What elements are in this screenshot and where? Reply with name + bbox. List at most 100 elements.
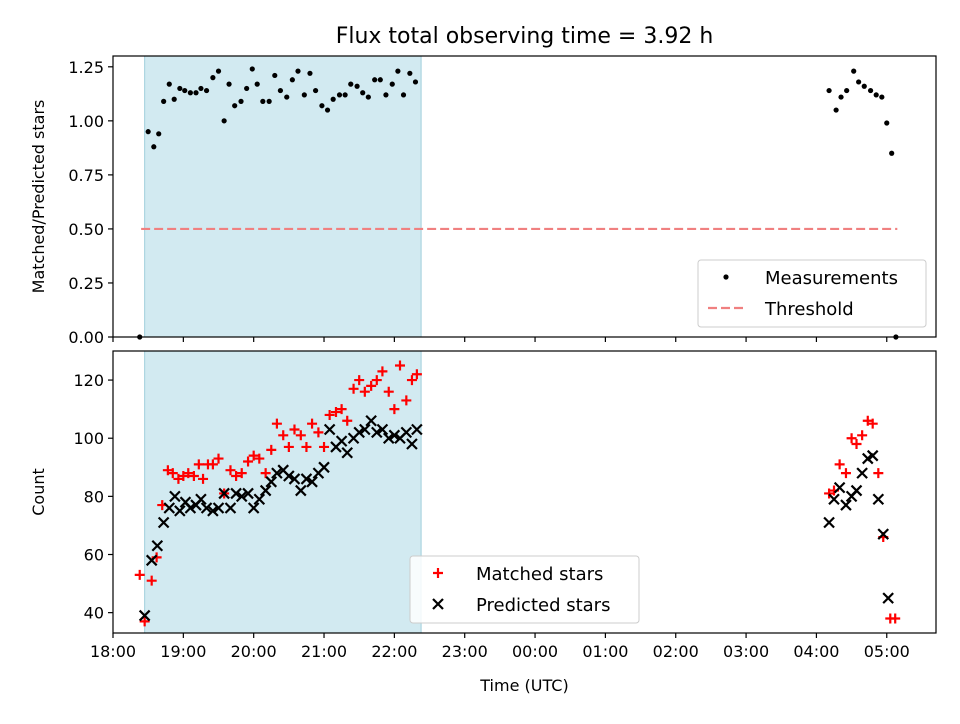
- panel-2-predicted-point-54: [856, 467, 868, 479]
- panel-2-matched-point-62: [890, 613, 901, 624]
- panel-1-measurement-point-52: [844, 87, 850, 94]
- panel-1-measurement-point-39: [360, 90, 366, 96]
- panel-1-measurement-point-40: [365, 94, 371, 100]
- panel-1-measurement-point-57: [873, 92, 879, 98]
- panel-2-xtick-label-0: 18:00: [90, 642, 136, 661]
- panel-1-measurement-point-10: [193, 90, 199, 96]
- panel-2-predicted-point-23: [271, 467, 283, 479]
- panel-2-matched-point-59: [873, 468, 884, 479]
- panel-2-ytick-label-4: 120: [73, 371, 104, 390]
- panel-1-measurement-point-14: [215, 68, 222, 74]
- panel-2-matched-point-6: [167, 468, 178, 479]
- panel-2-predicted-point-58: [877, 528, 890, 540]
- panel-1-measurement-point-43: [383, 92, 389, 98]
- panel-1-measurement-point-48: [412, 79, 419, 85]
- panel-2-matched-point-30: [301, 441, 312, 452]
- panel-2-matched-point-42: [371, 375, 382, 386]
- panel-2-matched-point-48: [406, 375, 417, 386]
- panel-2-predicted-point-46: [406, 438, 418, 450]
- panel-1-measurement-point-60: [889, 150, 895, 156]
- panel-2-xtick-label-6: 00:00: [512, 642, 558, 661]
- panel-1-measurement-point-47: [407, 70, 413, 76]
- panel-2-legend-label-matched: Matched stars: [476, 564, 603, 585]
- panel-2-predicted-point-37: [353, 426, 365, 439]
- panel-2-matched-point-12: [198, 473, 209, 484]
- panel-1-measurement-point-23: [266, 98, 272, 104]
- panel-1-measurement-point-1: [145, 129, 151, 135]
- panel-2-matched-point-17: [225, 465, 236, 476]
- panel-2-predicted-point-25: [283, 470, 295, 482]
- panel-2-matched-point-38: [348, 383, 359, 394]
- panel-2-xtick-label-9: 03:00: [723, 642, 769, 661]
- panel-2-matched-point-54: [846, 433, 857, 444]
- panel-2-predicted-point-51: [840, 499, 852, 511]
- panel-1-measurement-point-15: [221, 118, 227, 124]
- panel-2-predicted-point-26: [288, 473, 301, 485]
- panel-2-predicted-point-48: [823, 516, 835, 529]
- panel-1-measurement-point-26: [284, 94, 290, 100]
- panel-2-ytick-label-2: 80: [84, 487, 104, 506]
- panel-2-predicted-point-34: [335, 435, 348, 447]
- panel-1-legend-label-threshold: Threshold: [764, 299, 854, 320]
- panel-2-matched-point-10: [188, 471, 199, 482]
- panel-1-measurement-point-25: [277, 87, 284, 94]
- panel-2-predicted-point-53: [850, 484, 863, 497]
- panel-2-predicted-point-27: [295, 484, 307, 497]
- panel-1-measurement-point-7: [177, 85, 183, 92]
- panel-2-predicted-point-57: [872, 493, 885, 506]
- panel-2-legend-marker-matched: [433, 568, 443, 578]
- panel-1-measurement-point-21: [254, 81, 260, 87]
- panel-2-matched-point-47: [401, 395, 412, 406]
- panel-2-matched-point-52: [834, 459, 845, 470]
- panel-2-predicted-point-59: [882, 592, 894, 604]
- panel-2-matched-point-35: [330, 407, 341, 418]
- panel-1-measurement-point-45: [395, 68, 401, 74]
- panel-1-measurement-point-37: [348, 81, 354, 87]
- panel-2-matched-point-24: [266, 444, 277, 455]
- panel-2-matched-point-37: [342, 415, 353, 426]
- panel-2-matched-point-34: [324, 409, 335, 420]
- panel-2-predicted-point-10: [195, 493, 207, 506]
- panel-1-measurement-point-3: [156, 131, 162, 137]
- panel-1-measurement-point-22: [260, 98, 266, 104]
- panel-2-matched-point-45: [389, 404, 400, 415]
- panel-2-matched-point-1: [139, 616, 150, 627]
- panel-1-ytick-label-0: 0.00: [68, 328, 104, 347]
- panel-2-matched-point-0: [134, 569, 145, 580]
- panel-1-measurement-point-5: [166, 81, 172, 87]
- panel-1-measurement-point-29: [301, 92, 307, 98]
- panel-2-xtick-label-3: 21:00: [301, 642, 347, 661]
- panel-2-ytick-label-1: 60: [84, 546, 104, 565]
- panel-1-measurement-point-12: [203, 87, 210, 94]
- panel-1-measurement-point-46: [400, 92, 407, 98]
- panel-2-predicted-point-38: [359, 423, 371, 436]
- panel-1-ytick-label-3: 0.75: [68, 166, 104, 185]
- panel-2-predicted-point-39: [365, 414, 377, 427]
- panel-2-predicted-point-16: [230, 487, 242, 500]
- panel-2-matched-point-43: [377, 366, 388, 377]
- panel-2-predicted-point-41: [376, 423, 389, 436]
- panel-1-measurement-point-2: [151, 144, 157, 150]
- panel-2-matched-point-44: [383, 386, 394, 397]
- panel-2-predicted-point-14: [218, 487, 230, 500]
- panel-2-matched-point-33: [319, 441, 330, 452]
- panel-1-title: Flux total observing time = 3.92 h: [336, 24, 714, 49]
- panel-1-ytick-label-4: 1.00: [68, 112, 104, 131]
- panel-1-measurement-point-49: [826, 87, 832, 94]
- panel-1-measurement-point-32: [319, 103, 325, 109]
- panel-1-shaded-region: [144, 55, 422, 338]
- panel-2-predicted-point-1: [145, 554, 158, 567]
- panel-1-measurement-point-31: [312, 87, 319, 94]
- panel-2-predicted-point-6: [174, 505, 186, 517]
- panel-2-ytick-label-3: 100: [73, 429, 104, 448]
- panel-2-matched-point-15: [213, 453, 224, 464]
- panel-2-predicted-point-19: [247, 502, 260, 514]
- panel-2-xlabel: Time (UTC): [479, 676, 568, 695]
- panel-2-matched-point-25: [271, 418, 282, 429]
- panel-2-predicted-point-18: [242, 487, 254, 500]
- panel-2-predicted-point-5: [169, 490, 181, 503]
- panel-2-predicted-point-21: [259, 484, 272, 497]
- panel-2-matched-point-9: [183, 468, 194, 479]
- panel-2-predicted-point-32: [323, 423, 336, 436]
